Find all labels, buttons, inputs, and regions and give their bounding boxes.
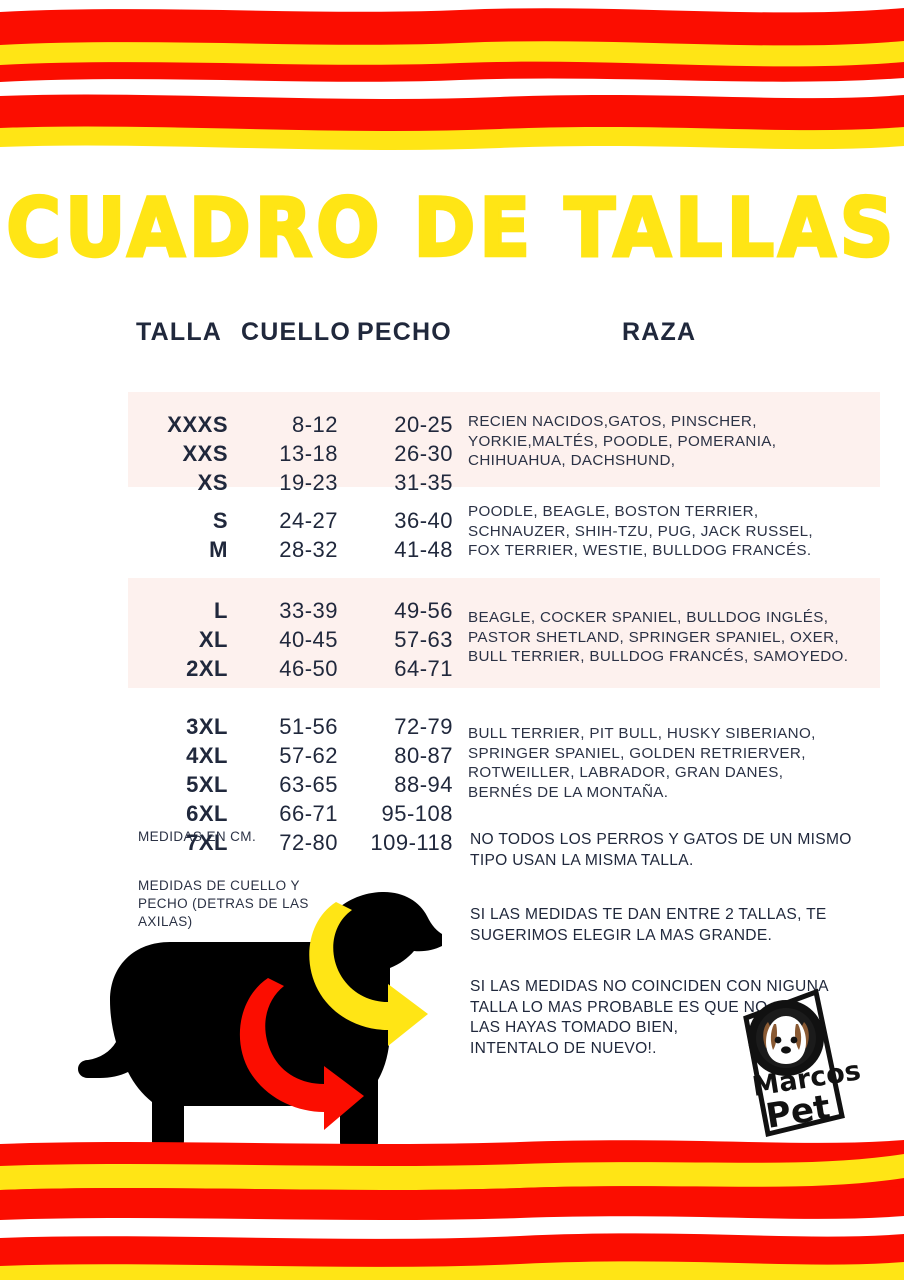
bottom-stripe-banner <box>0 1130 904 1280</box>
table-header-row: TALLA CUELLO PECHO RAZA <box>0 318 904 358</box>
table-body: XXXS 8-12 20-25 XXS 13-18 26-30 XS 19-23 31-35 RE… <box>0 358 904 858</box>
cell-neck: 72-80 <box>279 830 338 855</box>
red-stripe-4 <box>0 1186 904 1220</box>
cell-neck: 66-71 <box>279 801 338 826</box>
cell-size: XXXS <box>167 412 228 437</box>
top-stripe-banner <box>0 0 904 172</box>
table-row: M 28-32 41-48 <box>0 537 904 566</box>
cell-chest: 95-108 <box>381 801 453 826</box>
cell-neck: 28-32 <box>279 537 338 562</box>
table-row: 5XL 63-65 88-94 <box>0 772 904 801</box>
cell-neck: 63-65 <box>279 772 338 797</box>
neck-measure-arrow <box>309 902 428 1046</box>
cell-size: 7XL <box>186 830 228 855</box>
size-group: XXXS 8-12 20-25 XXS 13-18 26-30 XS 19-23 31-35 RE… <box>0 392 904 509</box>
column-header-size: TALLA <box>136 318 223 346</box>
cell-chest: 31-35 <box>394 470 453 495</box>
cell-neck: 8-12 <box>291 412 338 437</box>
cell-neck: 13-18 <box>279 441 338 466</box>
cell-size: L <box>214 598 228 623</box>
group-highlight-band <box>128 392 880 487</box>
table-row: 4XL 57-62 80-87 <box>0 743 904 772</box>
table-row: XXXS 8-12 20-25 <box>0 412 904 441</box>
cell-size: S <box>212 508 228 533</box>
size-group: 3XL 51-56 72-79 4XL 57-62 80-87 5XL 63-65 88-94 6… <box>0 702 904 869</box>
table-row: L 33-39 49-56 <box>0 598 904 627</box>
group-rows: L 33-39 49-56 XL 40-45 57-63 2XL 46-50 64-71 <box>0 594 904 685</box>
yellow-stripe-2 <box>0 126 904 151</box>
cell-size: 5XL <box>186 772 228 797</box>
cell-neck: 46-50 <box>279 656 338 681</box>
table-row: XS 19-23 31-35 <box>0 470 904 499</box>
column-header-breed: RAZA <box>622 318 697 346</box>
cell-size: M <box>209 537 228 562</box>
note-between-two-sizes: SI LAS MEDIDAS TE DAN ENTRE 2 TALLAS, TE… <box>470 906 827 944</box>
cell-breeds: BEAGLE, COCKER SPANIEL, BULLDOG INGLÉS, P… <box>468 609 849 665</box>
logo-dog-face <box>763 1016 809 1064</box>
cell-size: 3XL <box>186 714 228 739</box>
table-row: 6XL 66-71 95-108 <box>0 801 904 830</box>
cell-size: 4XL <box>186 743 228 768</box>
table-row: 3XL 51-56 72-79 <box>0 714 904 743</box>
cell-neck: 24-27 <box>279 508 338 533</box>
cell-breeds: RECIEN NACIDOS,GATOS, PINSCHER, YORKIE,MA… <box>468 413 777 469</box>
yellow-stripe-1 <box>0 41 904 67</box>
brand-logo: Marcos Pet <box>724 988 884 1140</box>
cell-size: 2XL <box>186 656 228 681</box>
cell-chest: 57-63 <box>394 627 453 652</box>
size-group: L 33-39 49-56 XL 40-45 57-63 2XL 46-50 64-71 BEAG… <box>0 578 904 695</box>
note-same-type-different-size: NO TODOS LOS PERROS Y GATOS DE UN MISMO T… <box>470 831 852 869</box>
cell-chest: 80-87 <box>394 743 453 768</box>
table-row: S 24-27 36-40 <box>0 508 904 537</box>
cell-size: 6XL <box>186 801 228 826</box>
group-highlight-band <box>128 578 880 688</box>
cell-chest: 72-79 <box>394 714 453 739</box>
table-row: 2XL 46-50 64-71 <box>0 656 904 685</box>
cell-neck: 57-62 <box>279 743 338 768</box>
cell-breeds: BULL TERRIER, PIT BULL, HUSKY SIBERIANO,… <box>468 725 816 801</box>
column-header-chest: PECHO <box>357 318 452 346</box>
table-row: 7XL 72-80 109-118 <box>0 830 904 859</box>
size-group: S 24-27 36-40 M 28-32 41-48 POODLE, BEAGLE, BO… <box>0 496 904 576</box>
cell-chest: 36-40 <box>394 508 453 533</box>
page-title: CUADRO DE TALLAS <box>5 181 898 275</box>
cell-neck: 51-56 <box>279 714 338 739</box>
cell-chest: 64-71 <box>394 656 453 681</box>
cell-size: XXS <box>182 441 228 466</box>
cell-neck: 40-45 <box>279 627 338 652</box>
logo-lens-icon <box>748 1000 824 1076</box>
yellow-stripe-4 <box>0 1261 904 1280</box>
group-rows: XXXS 8-12 20-25 XXS 13-18 26-30 XS 19-23 31-35 <box>0 408 904 499</box>
cell-chest: 26-30 <box>394 441 453 466</box>
cell-neck: 33-39 <box>279 598 338 623</box>
column-header-neck: CUELLO <box>241 318 351 346</box>
chest-measure-arrow <box>239 978 364 1130</box>
cell-size: XL <box>198 627 228 652</box>
note-measurement-location: MEDIDAS DE CUELLO Y PECHO (DETRAS DE LAS A… <box>138 878 309 929</box>
cell-chest: 20-25 <box>394 412 453 437</box>
dog-measurement-illustration <box>72 880 442 1165</box>
group-rows: 3XL 51-56 72-79 4XL 57-62 80-87 5XL 63-65 88-94 6… <box>0 710 904 859</box>
size-table: TALLA CUELLO PECHO RAZA XXXS 8-12 20-25 XXS… <box>0 318 904 858</box>
table-row: XL 40-45 57-63 <box>0 627 904 656</box>
logo-text-pet: Pet <box>763 1087 833 1137</box>
yellow-stripe-3 <box>0 1154 904 1190</box>
cell-size: XS <box>197 470 228 495</box>
group-rows: S 24-27 36-40 M 28-32 41-48 <box>0 504 904 566</box>
note-measurements-unit: MEDIDAS EN CM. <box>138 829 257 844</box>
table-row: XXS 13-18 26-30 <box>0 441 904 470</box>
cell-chest: 109-118 <box>370 830 453 855</box>
cell-chest: 41-48 <box>394 537 453 562</box>
cell-chest: 88-94 <box>394 772 453 797</box>
cell-breeds: POODLE, BEAGLE, BOSTON TERRIER, SCHNAUZER… <box>468 503 813 559</box>
note-no-match-retry: SI LAS MEDIDAS NO COINCIDEN CON NIGUNA TA… <box>470 978 829 1057</box>
cell-neck: 19-23 <box>279 470 338 495</box>
cell-chest: 49-56 <box>394 598 453 623</box>
